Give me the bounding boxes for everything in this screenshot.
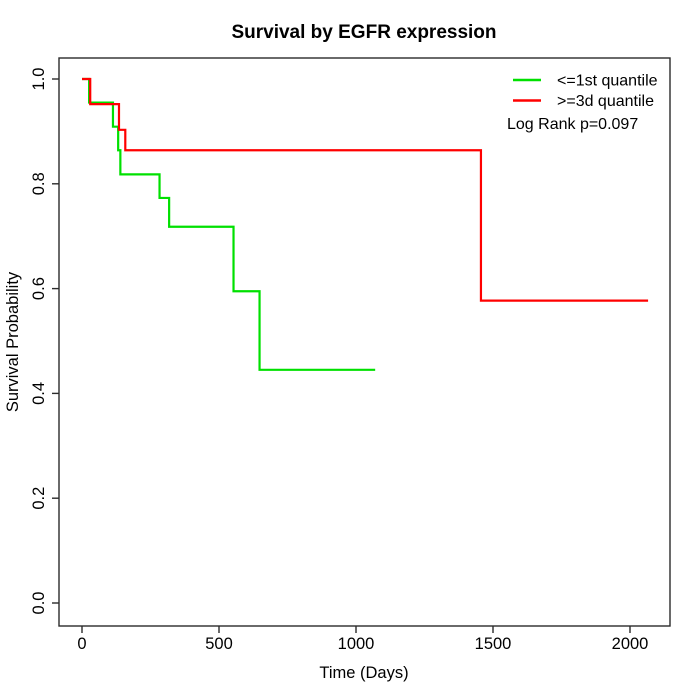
x-tick-label: 2000	[612, 635, 649, 653]
y-tick-label: 0.8	[30, 172, 48, 195]
x-tick-label: 1500	[475, 635, 512, 653]
y-axis-label: Survival Probability	[4, 271, 22, 412]
y-tick-label: 1.0	[30, 68, 48, 91]
legend-label-third-quantile: >=3d quantile	[557, 93, 654, 110]
chart-title: Survival by EGFR expression	[231, 22, 496, 43]
x-tick-label: 0	[77, 635, 86, 653]
plot-border	[58, 57, 671, 627]
x-axis-label: Time (Days)	[319, 664, 408, 682]
y-tick-label: 0.2	[30, 487, 48, 510]
survival-curves	[82, 77, 649, 371]
y-tick-label: 0.6	[30, 277, 48, 300]
x-tick-label: 1000	[338, 635, 375, 653]
legend: <=1st quantile >=3d quantile Log Rank p=…	[507, 73, 658, 134]
survival-curve-1	[82, 77, 649, 302]
legend-label-first-quantile: <=1st quantile	[557, 73, 658, 90]
y-axis: 0.0 0.2 0.4 0.6 0.8 1.0	[30, 68, 59, 615]
y-tick-label: 0.4	[30, 382, 48, 405]
log-rank-annotation: Log Rank p=0.097	[507, 116, 638, 133]
survival-curve-0	[82, 77, 376, 371]
y-tick-label: 0.0	[30, 592, 48, 615]
x-axis: 0 500 1000 1500 2000	[77, 626, 648, 653]
x-tick-label: 500	[205, 635, 233, 653]
